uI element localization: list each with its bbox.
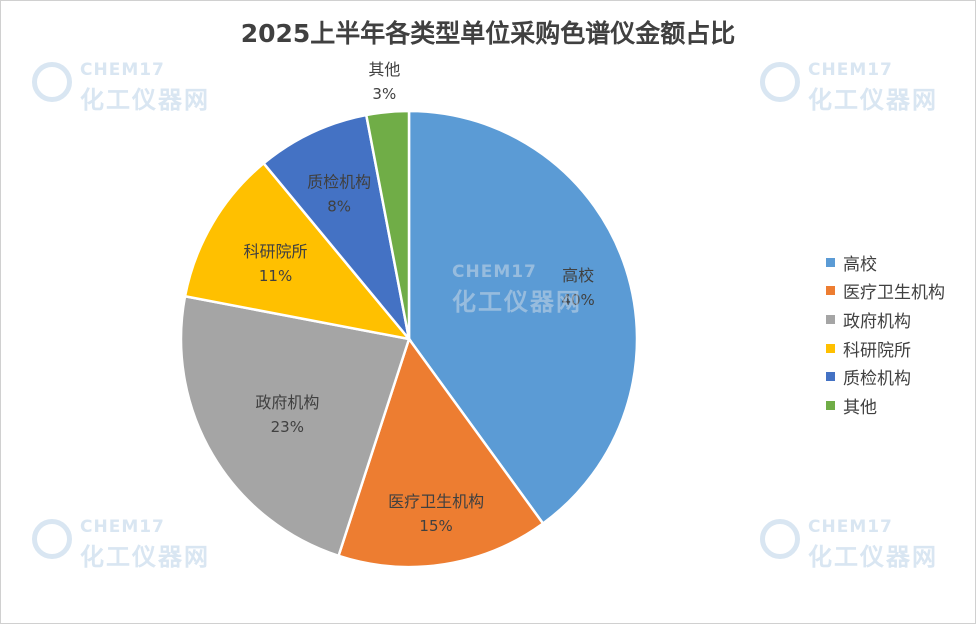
watermark-line2: 化工仪器网: [808, 86, 938, 114]
slice-value-label: 11%: [259, 267, 292, 285]
legend: 高校医疗卫生机构 政府机构科研院所质检机构其他: [826, 248, 945, 420]
watermark: CHEM17 化工仪器网: [760, 517, 938, 572]
watermark-line1: CHEM17: [808, 60, 893, 80]
slice-category-label: 医疗卫生机构: [388, 492, 484, 511]
watermark-line1: CHEM17: [80, 60, 165, 80]
watermark-line2: 化工仪器网: [80, 543, 210, 571]
slice-value-label: 8%: [327, 197, 351, 215]
chart-title: 2025上半年各类型单位采购色谱仪金额占比: [240, 19, 736, 48]
legend-item: 科研院所: [826, 334, 945, 363]
slice-label-3: 政府机构 23%: [255, 393, 319, 436]
pie-slice-4: [183, 161, 413, 341]
slice-value-label: 23%: [271, 418, 304, 436]
slice-value-label: 40%: [561, 291, 594, 309]
legend-label: 科研院所: [843, 340, 911, 361]
watermark: CHEM17 化工仪器网: [32, 60, 210, 115]
legend-label: 质检机构: [843, 369, 911, 390]
legend-label: 政府机构: [843, 311, 911, 332]
watermark-line2: 化工仪器网: [808, 543, 938, 571]
slice-category-label: 科研院所: [244, 242, 308, 261]
watermark-line1: CHEM17: [808, 517, 893, 537]
legend-swatch: [826, 314, 835, 324]
slice-value-label: 3%: [372, 85, 396, 103]
watermark-logo-icon: [760, 519, 800, 559]
watermark-logo-icon: [32, 519, 72, 559]
pie-slice-6: [364, 109, 411, 340]
slice-category-label: 质检机构: [307, 172, 371, 191]
slice-label-2: 医疗卫生机构 15%: [388, 492, 484, 535]
legend-item: 质检机构: [826, 362, 945, 391]
watermark-line2: 化工仪器网: [80, 86, 210, 114]
watermark-logo-icon: [760, 62, 800, 102]
slice-category-label: 其他: [368, 60, 400, 79]
slice-label-1: 高校 40%: [561, 266, 594, 309]
legend-swatch: [826, 400, 835, 410]
slice-label-5: 质检机构 8%: [307, 172, 371, 215]
legend-item: 其他: [826, 391, 945, 420]
watermark: CHEM17 化工仪器网: [32, 517, 210, 572]
watermark: CHEM17 化工仪器网: [760, 60, 938, 115]
legend-label: 其他: [843, 397, 877, 418]
watermark-line1: CHEM17: [80, 517, 165, 537]
slice-label-4: 科研院所 11%: [244, 242, 308, 285]
watermark: CHEM17 化工仪器网: [452, 262, 582, 317]
legend-swatch: [826, 257, 835, 267]
pie-slice-3: [179, 294, 411, 558]
slice-category-label: 高校: [562, 266, 594, 285]
watermark-line1: CHEM17: [452, 262, 537, 282]
legend-item: 医疗卫生机构: [826, 277, 945, 306]
slice-label-6: 其他 3%: [368, 60, 400, 103]
legend-item: 政府机构: [826, 305, 945, 334]
watermark-logo-icon: [32, 62, 72, 102]
pie-slice-1: [407, 109, 639, 526]
pie-slice-2: [336, 336, 545, 569]
legend-label: 医疗卫生机构: [843, 283, 945, 304]
slice-value-label: 15%: [419, 517, 452, 535]
pie-slice-5: [261, 113, 411, 340]
legend-item: 高校: [826, 248, 945, 277]
slice-category-label: 政府机构: [255, 393, 319, 412]
legend-swatch: [826, 372, 835, 382]
legend-swatch: [826, 343, 835, 353]
watermark-line2: 化工仪器网: [452, 288, 582, 316]
legend-label: 高校: [843, 254, 877, 275]
legend-swatch: [826, 286, 835, 296]
